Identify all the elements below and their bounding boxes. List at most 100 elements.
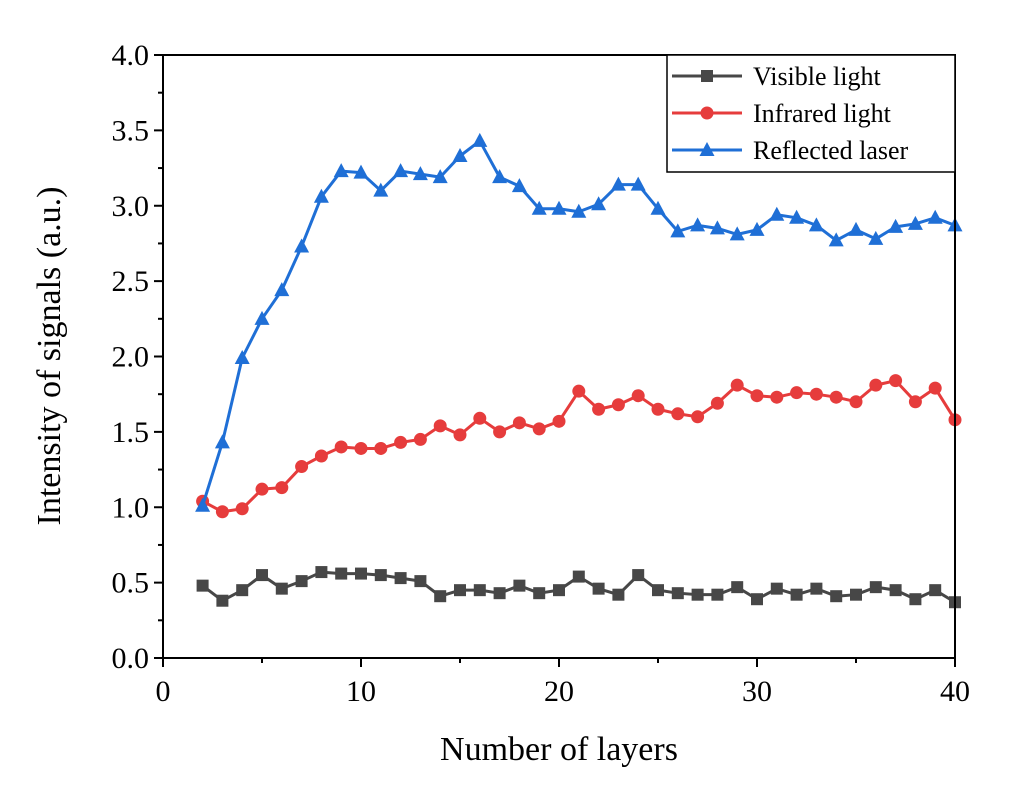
data-point-reflected-laser (729, 226, 745, 241)
data-point-infrared-light (730, 378, 744, 392)
data-point-reflected-laser (234, 350, 250, 365)
legend-item-infrared-light: Infrared light (672, 99, 892, 128)
data-point-infrared-light (869, 378, 883, 392)
data-point-reflected-laser (551, 200, 567, 215)
series-infrared-light (196, 374, 962, 519)
data-point-visible-light (671, 587, 684, 600)
data-point-infrared-light (592, 402, 606, 416)
x-axis-title: Number of layers (440, 731, 678, 768)
data-point-infrared-light (275, 481, 289, 495)
data-point-visible-light (335, 567, 348, 580)
y-tick-label: 4.0 (112, 39, 150, 72)
data-point-infrared-light (829, 390, 843, 404)
data-point-reflected-laser (690, 217, 706, 232)
data-point-visible-light (830, 590, 843, 603)
data-point-visible-light (632, 569, 645, 582)
data-point-visible-light (889, 584, 902, 597)
data-point-visible-light (196, 579, 209, 592)
data-point-visible-light (374, 569, 387, 582)
y-tick-label: 3.0 (112, 190, 150, 223)
data-point-reflected-laser (888, 218, 904, 233)
data-point-infrared-light (235, 502, 249, 516)
x-tick-label: 30 (742, 675, 772, 708)
data-point-infrared-light (354, 441, 368, 455)
legend-item-reflected-laser: Reflected laser (672, 136, 909, 165)
legend-marker-square (701, 70, 713, 82)
data-point-infrared-light (493, 425, 507, 439)
axis-layer: 0 10 20 30 40 0.0 0.5 1.0 1.5 2.0 2.5 3.0 3.5 4.0 (112, 39, 971, 708)
data-point-visible-light (850, 588, 862, 601)
data-point-visible-light (572, 570, 585, 583)
legend-label: Reflected laser (753, 136, 909, 165)
data-point-reflected-laser (610, 176, 626, 191)
x-tick-label: 40 (940, 675, 970, 708)
y-tick-label: 3.5 (112, 114, 150, 147)
data-point-reflected-laser (294, 238, 310, 253)
data-point-visible-light (533, 587, 546, 600)
data-point-visible-light (493, 587, 506, 600)
data-point-infrared-light (374, 441, 388, 455)
data-point-visible-light (909, 593, 922, 606)
data-point-infrared-light (631, 389, 645, 403)
legend: Visible light Infrared light Reflected las… (666, 54, 956, 173)
data-point-visible-light (770, 582, 783, 595)
data-point-infrared-light (512, 416, 526, 430)
data-point-reflected-laser (709, 220, 725, 235)
data-point-infrared-light (295, 460, 309, 474)
data-point-visible-light (394, 572, 407, 585)
data-point-reflected-laser (848, 221, 864, 236)
data-point-infrared-light (611, 398, 625, 412)
data-point-visible-light (592, 582, 605, 595)
data-point-infrared-light (809, 387, 823, 401)
data-point-reflected-laser (373, 182, 389, 197)
data-point-reflected-laser (511, 178, 527, 193)
data-point-visible-light (691, 588, 704, 601)
data-point-reflected-laser (432, 169, 448, 184)
data-point-visible-light (810, 582, 823, 595)
data-point-reflected-laser (571, 203, 587, 218)
data-point-reflected-laser (769, 206, 785, 221)
x-tick-label: 0 (156, 675, 171, 708)
data-point-visible-light (513, 579, 526, 592)
series-layer (195, 132, 963, 609)
data-point-infrared-light (532, 422, 546, 436)
data-point-reflected-laser (927, 209, 943, 224)
data-point-infrared-light (314, 449, 328, 463)
data-point-visible-light (473, 584, 486, 597)
y-tick-label: 1.5 (112, 416, 150, 449)
legend-marker-triangle (699, 142, 715, 156)
data-point-reflected-laser (670, 223, 686, 238)
data-point-reflected-laser (828, 232, 844, 247)
data-point-reflected-laser (630, 176, 646, 191)
data-point-infrared-light (255, 482, 269, 496)
data-point-infrared-light (671, 407, 685, 421)
data-point-infrared-light (770, 390, 784, 404)
data-point-reflected-laser (452, 148, 468, 163)
data-point-infrared-light (413, 432, 427, 446)
data-point-visible-light (315, 566, 328, 579)
data-point-infrared-light (750, 389, 764, 403)
x-tick-label: 10 (346, 675, 376, 708)
data-point-reflected-laser (808, 217, 824, 232)
data-point-infrared-light (552, 414, 566, 428)
data-point-reflected-laser (254, 310, 270, 325)
series-visible-light (196, 566, 961, 609)
data-point-reflected-laser (214, 434, 230, 449)
y-tick-label: 0.0 (112, 642, 150, 675)
data-point-reflected-laser (393, 163, 409, 178)
data-point-visible-light (236, 584, 249, 597)
y-axis-title: Intensity of signals (a.u.) (31, 187, 68, 526)
data-point-reflected-laser (907, 215, 923, 230)
data-point-visible-light (612, 588, 625, 601)
legend-label: Visible light (753, 62, 881, 91)
legend-label: Infrared light (753, 99, 892, 128)
legend-marker-circle (700, 106, 714, 120)
data-point-infrared-light (790, 386, 804, 400)
data-point-visible-light (751, 593, 763, 606)
legend-item-visible-light: Visible light (672, 62, 881, 91)
y-tick-label: 0.5 (112, 567, 150, 600)
data-point-infrared-light (433, 419, 447, 433)
data-point-infrared-light (710, 396, 724, 410)
data-point-reflected-laser (650, 200, 666, 215)
